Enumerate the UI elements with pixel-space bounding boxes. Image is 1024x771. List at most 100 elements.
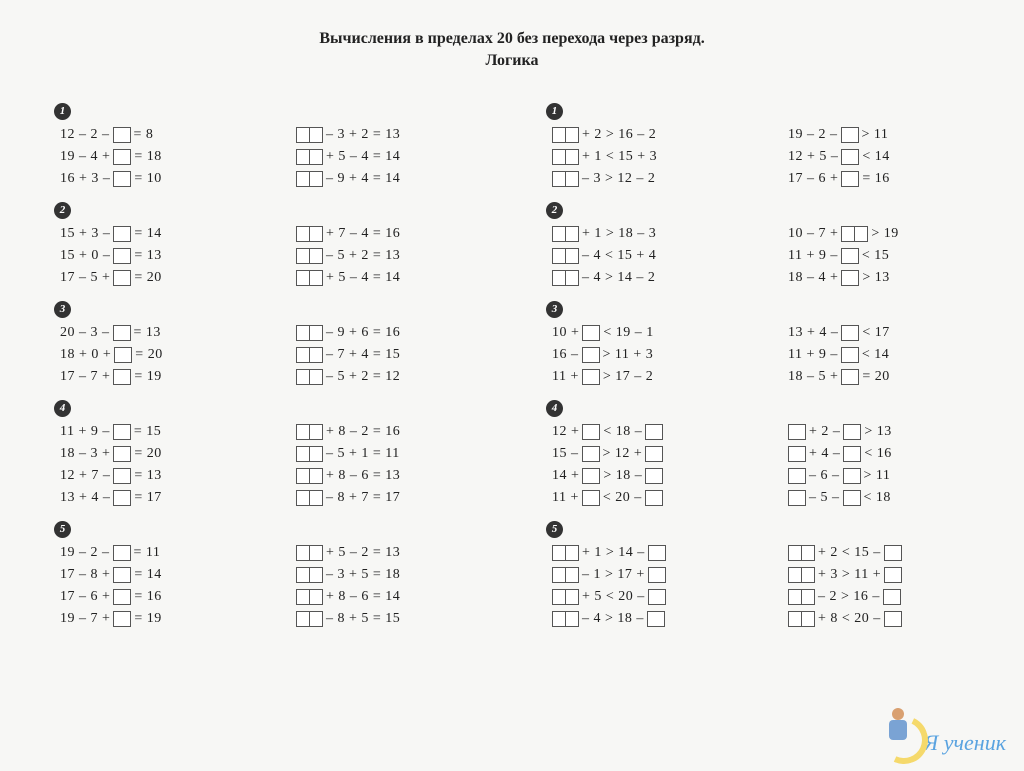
answer-box[interactable] [884, 545, 902, 561]
answer-box[interactable] [843, 490, 861, 506]
answer-box[interactable] [582, 369, 600, 385]
expr-text: – 3 + 2 = 13 [326, 127, 400, 143]
answer-box[interactable] [841, 347, 859, 363]
answer-box-double[interactable] [552, 149, 579, 165]
answer-box[interactable] [788, 490, 806, 506]
answer-box-double[interactable] [296, 446, 323, 462]
answer-box-double[interactable] [296, 347, 323, 363]
answer-box-double[interactable] [296, 226, 323, 242]
answer-box-double[interactable] [788, 545, 815, 561]
answer-box[interactable] [113, 468, 131, 484]
answer-box-double[interactable] [841, 226, 868, 242]
expr-text: 13 + 4 – [788, 325, 838, 341]
answer-box-double[interactable] [296, 468, 323, 484]
expr-text: + 1 < 15 + 3 [582, 149, 657, 165]
answer-box-double[interactable] [296, 171, 323, 187]
answer-box[interactable] [113, 611, 131, 627]
answer-box[interactable] [113, 325, 131, 341]
answer-box-double[interactable] [296, 424, 323, 440]
answer-box-double[interactable] [552, 248, 579, 264]
answer-box[interactable] [113, 545, 131, 561]
expr-text: > 18 – [603, 468, 642, 484]
expr-text: > 11 + 3 [603, 347, 654, 363]
answer-box[interactable] [582, 347, 600, 363]
answer-box[interactable] [113, 226, 131, 242]
answer-box[interactable] [843, 446, 861, 462]
answer-box[interactable] [841, 325, 859, 341]
answer-box[interactable] [113, 424, 131, 440]
answer-box[interactable] [645, 446, 663, 462]
answer-box[interactable] [788, 446, 806, 462]
expr-text: + 8 – 6 = 13 [326, 468, 400, 484]
expr-text: 14 + [552, 468, 579, 484]
answer-box[interactable] [884, 611, 902, 627]
answer-box-double[interactable] [552, 270, 579, 286]
answer-box-double[interactable] [296, 369, 323, 385]
answer-box[interactable] [841, 127, 859, 143]
answer-box[interactable] [582, 446, 600, 462]
problem-group: – 3 + 2 = 13+ 5 – 4 = 14– 9 + 4 = 14 [296, 103, 492, 190]
answer-box[interactable] [883, 589, 901, 605]
answer-box-double[interactable] [296, 490, 323, 506]
expr-text: + 5 – 4 = 14 [326, 270, 400, 286]
answer-box[interactable] [843, 468, 861, 484]
answer-box-double[interactable] [788, 611, 815, 627]
answer-box[interactable] [841, 369, 859, 385]
answer-box-double[interactable] [296, 248, 323, 264]
answer-box[interactable] [645, 424, 663, 440]
answer-box[interactable] [113, 171, 131, 187]
answer-box[interactable] [645, 468, 663, 484]
answer-box-double[interactable] [788, 589, 815, 605]
answer-box[interactable] [843, 424, 861, 440]
expr-text: 16 – [552, 347, 579, 363]
answer-box[interactable] [113, 589, 131, 605]
answer-box[interactable] [113, 567, 131, 583]
answer-box-double[interactable] [296, 611, 323, 627]
answer-box[interactable] [113, 127, 131, 143]
answer-box[interactable] [647, 611, 665, 627]
problem-group: 215 + 3 –= 1415 + 0 –= 1317 – 5 += 20 [60, 202, 256, 289]
answer-box-double[interactable] [552, 567, 579, 583]
answer-box[interactable] [114, 347, 132, 363]
answer-box-double[interactable] [552, 127, 579, 143]
answer-box[interactable] [648, 567, 666, 583]
answer-box-double[interactable] [552, 226, 579, 242]
problem-row: + 8 – 2 = 16 [296, 421, 492, 443]
answer-box-double[interactable] [296, 127, 323, 143]
answer-box-double[interactable] [296, 149, 323, 165]
problem-row: 15 + 3 –= 14 [60, 223, 256, 245]
answer-box-double[interactable] [552, 545, 579, 561]
answer-box-double[interactable] [296, 270, 323, 286]
answer-box[interactable] [648, 545, 666, 561]
answer-box-double[interactable] [296, 589, 323, 605]
answer-box-double[interactable] [296, 567, 323, 583]
answer-box[interactable] [788, 468, 806, 484]
answer-box[interactable] [841, 248, 859, 264]
answer-box[interactable] [841, 171, 859, 187]
answer-box[interactable] [113, 446, 131, 462]
answer-box-double[interactable] [552, 589, 579, 605]
answer-box[interactable] [582, 490, 600, 506]
answer-box[interactable] [788, 424, 806, 440]
answer-box[interactable] [113, 248, 131, 264]
answer-box[interactable] [841, 149, 859, 165]
answer-box-double[interactable] [552, 171, 579, 187]
answer-box[interactable] [113, 270, 131, 286]
problem-row: + 2 < 15 – [788, 542, 984, 564]
problem-row: 18 – 3 += 20 [60, 443, 256, 465]
answer-box[interactable] [648, 589, 666, 605]
answer-box[interactable] [645, 490, 663, 506]
answer-box[interactable] [582, 424, 600, 440]
answer-box[interactable] [113, 369, 131, 385]
answer-box[interactable] [113, 490, 131, 506]
answer-box[interactable] [113, 149, 131, 165]
answer-box-double[interactable] [552, 611, 579, 627]
answer-box[interactable] [582, 468, 600, 484]
group-number-badge: 3 [546, 301, 563, 318]
answer-box-double[interactable] [296, 325, 323, 341]
answer-box-double[interactable] [788, 567, 815, 583]
answer-box[interactable] [884, 567, 902, 583]
answer-box[interactable] [841, 270, 859, 286]
answer-box[interactable] [582, 325, 600, 341]
answer-box-double[interactable] [296, 545, 323, 561]
